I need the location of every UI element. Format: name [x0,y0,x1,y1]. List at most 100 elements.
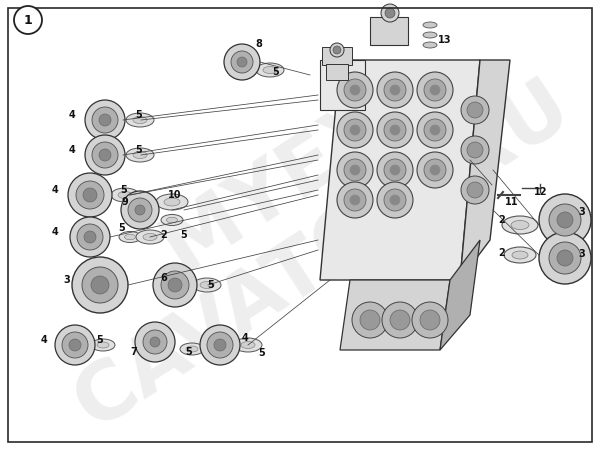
Ellipse shape [423,22,437,28]
Circle shape [420,310,440,330]
Circle shape [143,330,167,354]
Ellipse shape [125,234,136,240]
Ellipse shape [241,342,255,348]
Ellipse shape [200,282,214,288]
Circle shape [214,339,226,351]
Circle shape [83,188,97,202]
Circle shape [161,271,189,299]
Circle shape [69,339,81,351]
Circle shape [82,267,118,303]
Circle shape [72,257,128,313]
Text: 4: 4 [68,110,75,120]
Circle shape [384,189,406,211]
Circle shape [330,43,344,57]
Text: 13: 13 [438,35,452,45]
Circle shape [382,302,418,338]
Text: 5: 5 [207,280,214,290]
Text: 3: 3 [63,275,70,285]
Ellipse shape [180,343,204,355]
Circle shape [14,6,42,34]
Circle shape [377,182,413,218]
Circle shape [333,46,341,54]
Circle shape [85,135,125,175]
Circle shape [557,212,573,228]
Ellipse shape [119,231,141,243]
Circle shape [352,302,388,338]
Ellipse shape [423,32,437,38]
Circle shape [344,159,366,181]
Ellipse shape [423,42,437,48]
Circle shape [417,112,453,148]
Circle shape [461,96,489,124]
Circle shape [150,337,160,347]
Polygon shape [440,240,480,350]
Text: 2: 2 [498,248,505,258]
Circle shape [424,119,446,141]
Circle shape [99,149,111,161]
Circle shape [84,231,96,243]
Ellipse shape [156,194,188,210]
Circle shape [412,302,448,338]
Text: 1: 1 [23,14,32,27]
Circle shape [424,159,446,181]
Text: 11: 11 [505,197,518,207]
Polygon shape [320,60,480,280]
Circle shape [337,182,373,218]
Circle shape [92,107,118,133]
FancyBboxPatch shape [322,47,352,65]
Circle shape [77,224,103,250]
Ellipse shape [91,339,115,351]
Circle shape [461,136,489,164]
Text: 5: 5 [135,145,142,155]
Circle shape [62,332,88,358]
Circle shape [231,51,253,73]
Circle shape [135,205,145,215]
Ellipse shape [164,198,180,206]
Circle shape [467,102,483,118]
Circle shape [430,165,440,175]
Circle shape [467,182,483,198]
Ellipse shape [504,247,536,263]
FancyBboxPatch shape [326,64,348,80]
Text: 5: 5 [135,110,142,120]
Text: 4: 4 [68,145,75,155]
Ellipse shape [143,234,157,240]
Polygon shape [340,280,450,350]
Text: 5: 5 [120,185,127,195]
Text: 2: 2 [160,230,167,240]
Circle shape [350,85,360,95]
Circle shape [55,325,95,365]
Polygon shape [320,60,365,110]
Circle shape [207,332,233,358]
Ellipse shape [234,338,262,352]
Circle shape [381,4,399,22]
Circle shape [390,125,400,135]
Text: 8: 8 [255,39,262,49]
Circle shape [384,159,406,181]
Circle shape [135,322,175,362]
Circle shape [417,72,453,108]
Circle shape [390,310,410,330]
Text: 9: 9 [122,197,129,207]
Text: 12: 12 [534,187,548,197]
Polygon shape [460,60,510,280]
Circle shape [461,176,489,204]
Circle shape [424,79,446,101]
Ellipse shape [193,278,221,292]
Ellipse shape [133,117,147,123]
Text: 4: 4 [242,333,249,343]
Circle shape [385,8,395,18]
Circle shape [337,72,373,108]
Circle shape [337,152,373,188]
Circle shape [68,173,112,217]
Circle shape [549,242,581,274]
Circle shape [350,125,360,135]
Circle shape [377,112,413,148]
Circle shape [121,191,159,229]
Circle shape [467,142,483,158]
Circle shape [200,325,240,365]
Text: 5: 5 [272,67,279,77]
Circle shape [539,194,591,246]
Circle shape [70,217,110,257]
Circle shape [377,72,413,108]
